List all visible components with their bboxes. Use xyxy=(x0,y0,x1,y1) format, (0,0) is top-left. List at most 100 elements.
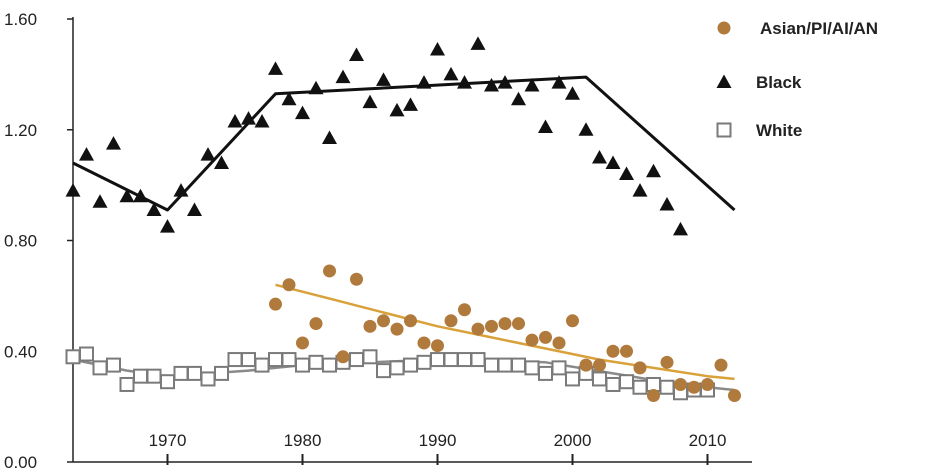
trend-line-black xyxy=(72,75,736,212)
asian-point xyxy=(296,336,309,350)
black-point xyxy=(92,194,108,208)
black-point xyxy=(133,188,148,203)
black-point xyxy=(578,122,594,136)
black-point xyxy=(538,119,553,133)
white-point xyxy=(187,365,202,381)
black-point xyxy=(619,166,634,181)
white-point xyxy=(389,360,405,376)
black-point xyxy=(430,41,445,56)
black-point xyxy=(65,183,81,197)
white-point xyxy=(349,352,364,368)
asian-point xyxy=(566,314,579,328)
black-point xyxy=(457,75,472,89)
black-point xyxy=(403,97,418,111)
y-tick-label: 0.40 xyxy=(4,342,37,361)
asian-point xyxy=(633,361,647,375)
black-point xyxy=(281,91,297,106)
asian-point xyxy=(714,358,728,372)
white-point xyxy=(646,376,661,392)
white-point xyxy=(470,352,486,368)
asian-point xyxy=(701,377,714,391)
white-point xyxy=(92,360,108,376)
asian-point xyxy=(390,322,404,336)
white-point xyxy=(241,352,256,368)
black-point xyxy=(416,75,432,89)
asian-point xyxy=(485,319,498,333)
y-tick-label: 0.80 xyxy=(4,232,37,251)
black-point xyxy=(295,105,310,120)
x-tick-label: 1990 xyxy=(419,431,457,450)
black-point xyxy=(673,221,688,236)
white-point xyxy=(376,363,391,379)
black-point xyxy=(254,113,270,128)
black-point xyxy=(565,86,580,100)
white-point xyxy=(511,357,526,373)
legend: Asian/PI/AI/AN Black White xyxy=(716,19,878,140)
black-point xyxy=(268,61,283,75)
white-point xyxy=(659,379,675,395)
asian-point xyxy=(444,314,458,328)
black-point xyxy=(119,188,135,203)
white-point xyxy=(497,357,513,373)
asian-point xyxy=(336,350,350,364)
white-point xyxy=(65,349,81,365)
black-point xyxy=(646,163,661,178)
asian-point xyxy=(377,314,390,328)
legend-label-white: White xyxy=(756,121,802,140)
legend-marker-triangle xyxy=(716,74,732,88)
white-point xyxy=(403,357,418,373)
black-point xyxy=(187,202,202,217)
white-point xyxy=(538,365,553,381)
black-point xyxy=(106,136,121,150)
black-point xyxy=(349,47,364,61)
white-point xyxy=(106,357,121,373)
black-point xyxy=(524,77,540,92)
white-point xyxy=(119,376,135,392)
white-point xyxy=(227,352,243,368)
asian-point xyxy=(525,333,539,347)
y-tick-label: 0.00 xyxy=(4,453,37,472)
white-point xyxy=(200,371,216,387)
white-point xyxy=(457,352,472,368)
asian-point xyxy=(552,336,566,350)
black-point xyxy=(146,202,162,217)
black-point xyxy=(632,183,648,197)
white-point xyxy=(430,352,445,368)
white-point xyxy=(484,357,499,373)
asian-point xyxy=(674,377,687,391)
black-point xyxy=(551,75,567,89)
asian-point xyxy=(309,317,323,331)
black-point xyxy=(200,147,216,161)
asian-point xyxy=(471,322,485,336)
white-point xyxy=(254,357,270,373)
white-point xyxy=(362,349,378,365)
black-point xyxy=(214,155,229,169)
y-tick-label: 1.60 xyxy=(4,10,37,29)
white-point xyxy=(79,346,94,362)
asian-point xyxy=(647,389,660,403)
x-tick-label: 2000 xyxy=(554,431,592,450)
black-point xyxy=(605,155,621,169)
black-point xyxy=(659,197,675,211)
white-point xyxy=(551,360,567,376)
asian-point xyxy=(323,264,336,278)
white-point xyxy=(133,368,148,384)
legend-label-black: Black xyxy=(756,73,802,92)
white-point xyxy=(173,365,189,381)
asian-point xyxy=(269,297,282,311)
x-tick-label: 1970 xyxy=(149,431,187,450)
white-point xyxy=(605,376,621,392)
black-point xyxy=(389,102,405,117)
asian-point xyxy=(282,278,296,292)
legend-item-black: Black xyxy=(716,73,802,92)
y-tick-label: 1.20 xyxy=(4,121,37,140)
white-point xyxy=(295,357,310,373)
black-point xyxy=(335,69,351,84)
white-point xyxy=(416,354,432,370)
black-point xyxy=(227,113,243,128)
black-point xyxy=(592,149,607,164)
white-point xyxy=(632,379,648,395)
black-point xyxy=(362,94,378,109)
black-point xyxy=(173,183,189,197)
